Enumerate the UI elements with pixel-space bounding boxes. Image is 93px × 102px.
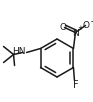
Text: O: O: [83, 21, 90, 30]
Text: +: +: [78, 26, 83, 32]
Text: O: O: [60, 23, 67, 32]
Text: -: -: [91, 17, 93, 26]
Text: HN: HN: [12, 47, 26, 56]
Text: N: N: [72, 29, 79, 38]
Text: F: F: [73, 79, 78, 89]
